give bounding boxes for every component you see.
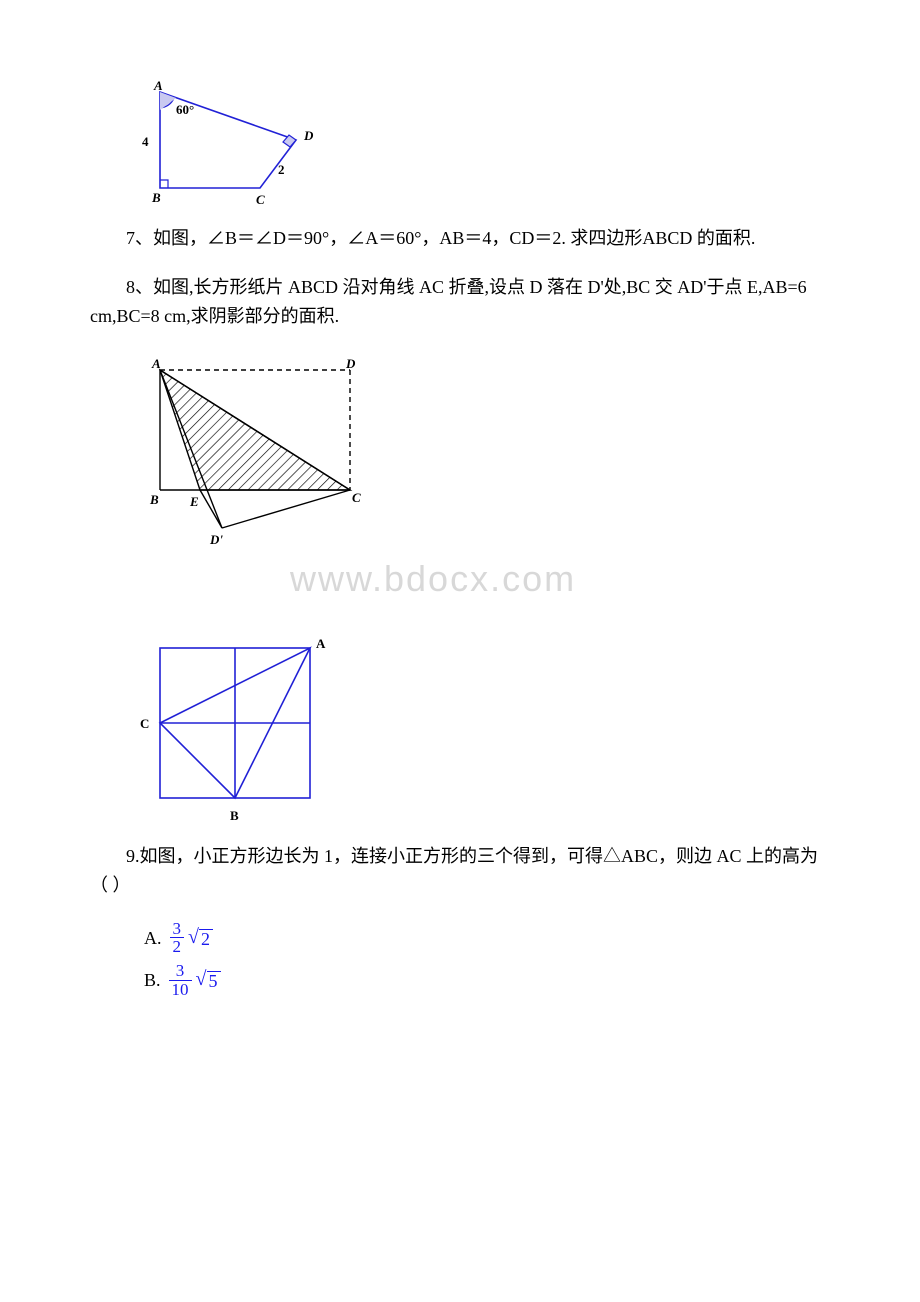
q7-label-C: C <box>256 192 265 207</box>
q7-label-D: D <box>303 128 314 143</box>
q8-label-Dp: D' <box>209 532 223 547</box>
q8-label-A: A <box>151 356 161 371</box>
q9-A-sqrt: √2 <box>188 927 213 950</box>
q9-B-sqrt: √5 <box>196 969 221 992</box>
watermark: www.bdocx.com <box>290 550 830 608</box>
q9-label-B: B <box>230 808 239 823</box>
q9-label-A: A <box>316 636 326 651</box>
q8-label-D: D <box>345 356 356 371</box>
q7-side-cd: 2 <box>278 162 285 177</box>
q9-option-B: B. 3 10 √5 <box>144 962 830 999</box>
q7-label-B: B <box>151 190 161 205</box>
option-label-B: B. <box>144 966 161 995</box>
q9-B-frac: 3 10 <box>169 962 192 999</box>
q8-text: 8、如图,长方形纸片 ABCD 沿对角线 AC 折叠,设点 D 落在 D'处,B… <box>90 273 830 331</box>
q8-svg: A D B E C D' <box>130 350 390 550</box>
q9-svg: A B C <box>130 628 340 828</box>
q8-label-C: C <box>352 490 361 505</box>
q9-A-frac: 3 2 <box>170 920 185 957</box>
q9-text: 9.如图，小正方形边长为 1，连接小正方形的三个得到，可得△ABC，则边 AC … <box>90 842 830 900</box>
q7-angle-label: 60° <box>176 102 194 117</box>
q7-label-A: A <box>153 80 163 93</box>
q7-svg: 60° 4 2 A B C D <box>130 80 340 210</box>
q7-side-ab: 4 <box>142 134 149 149</box>
q8-figure: A D B E C D' <box>130 350 830 550</box>
q7-figure: 60° 4 2 A B C D <box>130 80 830 210</box>
q9-option-A: A. 3 2 √2 <box>144 920 830 957</box>
q7-text: 7、如图，∠B＝∠D＝90°，∠A＝60°，AB＝4，CD＝2. 求四边形ABC… <box>90 224 830 253</box>
q9-label-C: C <box>140 716 149 731</box>
q9-figure: A B C <box>130 628 830 828</box>
q8-label-E: E <box>189 494 199 509</box>
option-label-A: A. <box>144 924 162 953</box>
q8-label-B: B <box>149 492 159 507</box>
q9-options: A. 3 2 √2 B. 3 10 √5 <box>144 920 830 999</box>
